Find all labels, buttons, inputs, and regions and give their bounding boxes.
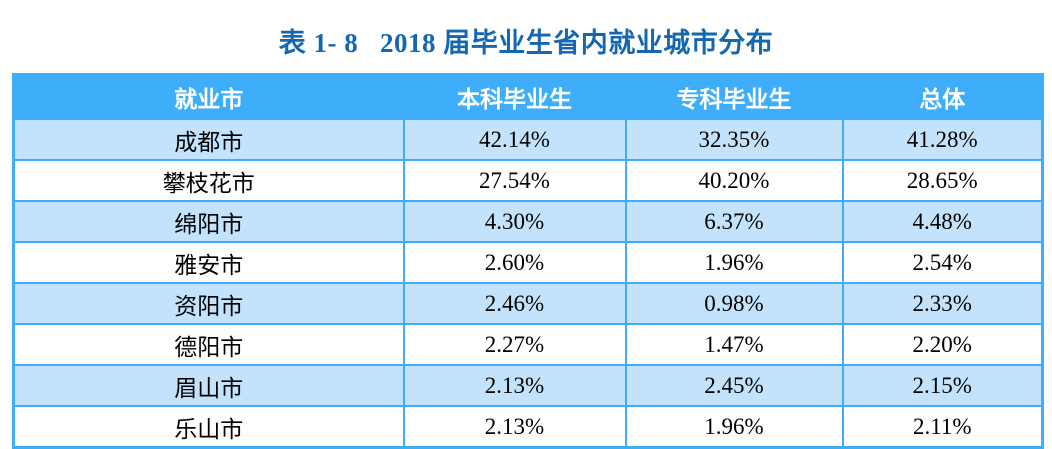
table-row: 资阳市 2.46% 0.98% 2.33%	[12, 282, 1044, 325]
cell-city: 攀枝花市	[12, 159, 405, 202]
cell-undergraduate: 42.14%	[402, 118, 627, 161]
cell-undergraduate: 2.13%	[402, 364, 627, 407]
cell-overall: 2.33%	[841, 282, 1044, 325]
cell-city: 眉山市	[12, 364, 405, 407]
table-row: 雅安市 2.60% 1.96% 2.54%	[12, 241, 1044, 284]
cell-city: 资阳市	[12, 282, 405, 325]
cell-undergraduate: 2.60%	[402, 241, 627, 284]
document-page: 表 1- 8 2018 届毕业生省内就业城市分布 就业市 本科毕业生 专科毕业生…	[12, 28, 1044, 449]
col-header-city: 就业市	[12, 73, 405, 120]
table-caption: 表 1- 8 2018 届毕业生省内就业城市分布	[278, 28, 774, 58]
table-row: 乐山市 2.13% 1.96% 2.11%	[12, 405, 1044, 449]
cell-undergraduate: 4.30%	[402, 200, 627, 243]
cell-city: 绵阳市	[12, 200, 405, 243]
cell-junior-college: 40.20%	[624, 159, 844, 202]
table-row: 眉山市 2.13% 2.45% 2.15%	[12, 364, 1044, 407]
col-header-junior-college: 专科毕业生	[624, 73, 844, 120]
cell-city: 雅安市	[12, 241, 405, 284]
col-header-undergraduate: 本科毕业生	[402, 73, 627, 120]
cell-junior-college: 0.98%	[624, 282, 844, 325]
cell-undergraduate: 2.27%	[402, 323, 627, 366]
cell-junior-college: 32.35%	[624, 118, 844, 161]
cell-junior-college: 2.45%	[624, 364, 844, 407]
cell-city: 成都市	[12, 118, 405, 161]
cell-junior-college: 6.37%	[624, 200, 844, 243]
cell-overall: 2.20%	[841, 323, 1044, 366]
cell-junior-college: 1.47%	[624, 323, 844, 366]
table-row: 德阳市 2.27% 1.47% 2.20%	[12, 323, 1044, 366]
page: { "title": "表 1- 8 2018 届毕业生省内就业城市分布", "…	[12, 28, 1044, 449]
cell-undergraduate: 2.46%	[402, 282, 627, 325]
table-row: 成都市 42.14% 32.35% 41.28%	[12, 118, 1044, 161]
cell-city: 德阳市	[12, 323, 405, 366]
cell-junior-college: 1.96%	[624, 405, 844, 449]
col-header-overall: 总体	[841, 73, 1044, 120]
employment-city-table: 就业市 本科毕业生 专科毕业生 总体 成都市 42.14% 32.35% 41.…	[12, 73, 1044, 449]
cell-overall: 2.11%	[841, 405, 1044, 449]
table-row: 攀枝花市 27.54% 40.20% 28.65%	[12, 159, 1044, 202]
cell-overall: 41.28%	[841, 118, 1044, 161]
cell-junior-college: 1.96%	[624, 241, 844, 284]
cell-undergraduate: 2.13%	[402, 405, 627, 449]
table-header-row: 就业市 本科毕业生 专科毕业生 总体	[12, 73, 1044, 120]
cell-overall: 28.65%	[841, 159, 1044, 202]
table-row: 绵阳市 4.30% 6.37% 4.48%	[12, 200, 1044, 243]
cell-overall: 2.54%	[841, 241, 1044, 284]
cell-overall: 2.15%	[841, 364, 1044, 407]
cell-overall: 4.48%	[841, 200, 1044, 243]
cell-undergraduate: 27.54%	[402, 159, 627, 202]
cell-city: 乐山市	[12, 405, 405, 449]
